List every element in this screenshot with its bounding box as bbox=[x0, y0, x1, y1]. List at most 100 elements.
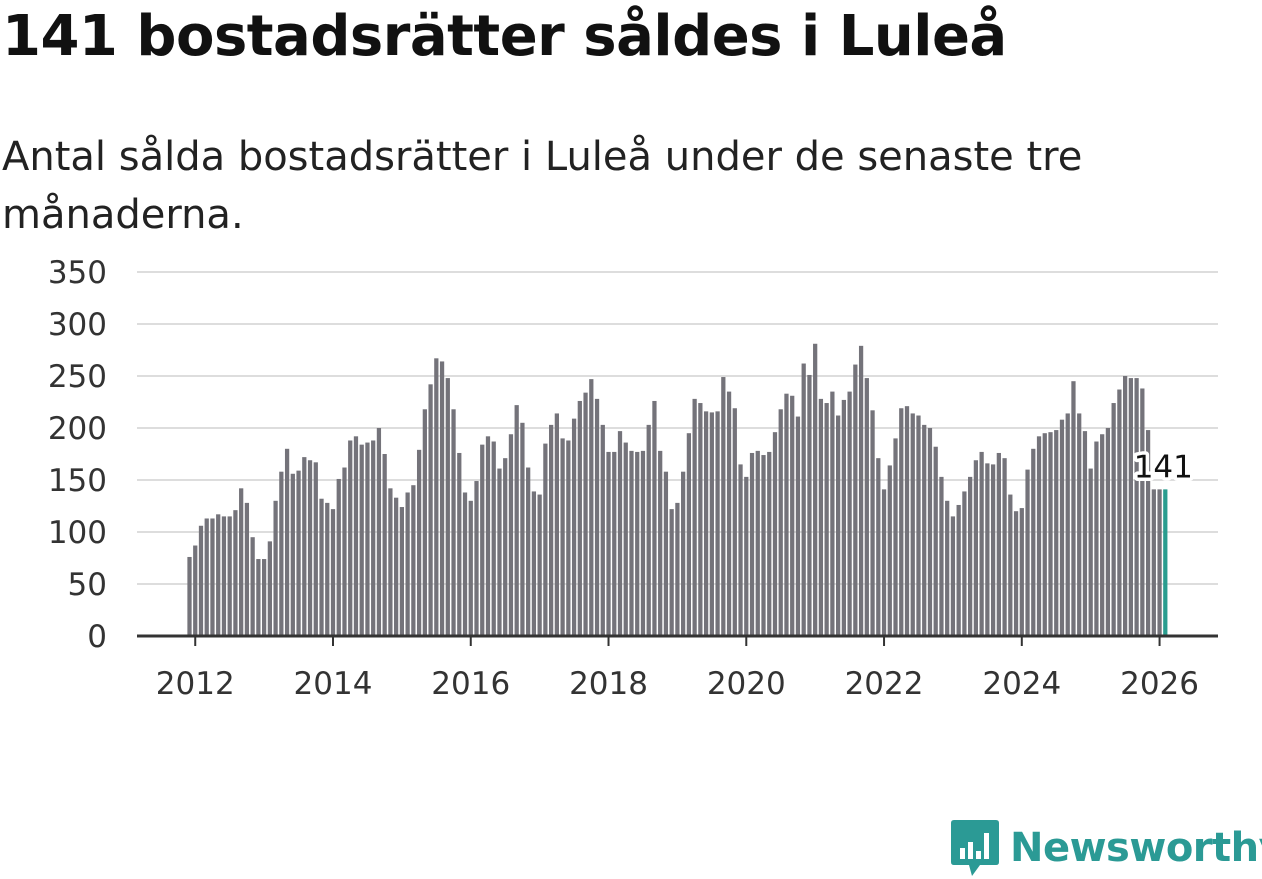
bar bbox=[279, 471, 284, 636]
bar bbox=[554, 413, 559, 636]
latest-value-label: 141 bbox=[1134, 449, 1193, 485]
x-tick-label: 2014 bbox=[294, 666, 373, 702]
bar bbox=[1048, 432, 1053, 636]
bar bbox=[1151, 489, 1156, 636]
bar bbox=[703, 411, 709, 636]
x-tick-label: 2026 bbox=[1120, 666, 1199, 702]
bar bbox=[692, 398, 697, 636]
bar bbox=[652, 400, 657, 636]
bar bbox=[922, 424, 927, 636]
bar bbox=[434, 358, 439, 636]
x-tick-label: 2016 bbox=[431, 666, 510, 702]
bar bbox=[858, 345, 864, 636]
bar bbox=[824, 403, 829, 636]
bar bbox=[342, 467, 347, 636]
bar bbox=[841, 399, 846, 636]
brand-name: Newsworthy bbox=[1010, 825, 1262, 871]
bar bbox=[640, 450, 646, 636]
bar bbox=[968, 476, 973, 636]
bar bbox=[755, 450, 760, 636]
bar bbox=[663, 471, 669, 636]
bar bbox=[1025, 469, 1030, 636]
bar bbox=[853, 364, 858, 636]
bar bbox=[474, 481, 479, 636]
bar bbox=[198, 525, 204, 636]
bar bbox=[836, 415, 841, 636]
bar bbox=[325, 502, 330, 636]
bar bbox=[612, 451, 617, 636]
bar bbox=[623, 442, 628, 636]
bar bbox=[589, 379, 594, 636]
bar bbox=[698, 403, 703, 636]
bar bbox=[1082, 431, 1088, 636]
bar bbox=[497, 468, 502, 636]
bar bbox=[359, 444, 364, 636]
bar bbox=[973, 460, 979, 636]
bar bbox=[939, 476, 944, 636]
bar bbox=[399, 507, 405, 636]
bar bbox=[560, 438, 565, 636]
y-tick-label: 0 bbox=[87, 619, 107, 655]
bar bbox=[594, 398, 600, 636]
bar bbox=[646, 424, 651, 636]
y-tick-label: 100 bbox=[48, 515, 107, 551]
bar bbox=[985, 463, 990, 636]
bar bbox=[239, 488, 244, 636]
bar bbox=[428, 384, 433, 636]
bar bbox=[761, 455, 766, 636]
bar bbox=[738, 464, 743, 636]
bar bbox=[813, 343, 818, 636]
bar bbox=[893, 438, 898, 636]
bar bbox=[675, 502, 680, 636]
x-axis: 2012 2014 2016 2018 2020 2022 2024 2026 bbox=[156, 636, 1199, 702]
bar bbox=[1105, 428, 1111, 636]
bar bbox=[681, 471, 686, 636]
bar bbox=[319, 498, 324, 636]
x-tick-label: 2018 bbox=[569, 666, 648, 702]
bar bbox=[267, 541, 272, 636]
bar bbox=[537, 494, 542, 636]
bar bbox=[1128, 378, 1133, 636]
bar bbox=[1019, 508, 1024, 636]
y-tick-label: 200 bbox=[48, 411, 107, 447]
bar bbox=[916, 415, 921, 636]
bar bbox=[583, 392, 588, 636]
bar bbox=[801, 363, 806, 636]
bar bbox=[933, 446, 938, 636]
bar bbox=[784, 393, 789, 636]
bar bbox=[284, 448, 290, 636]
bar bbox=[790, 395, 795, 636]
bar bbox=[772, 432, 778, 636]
bar bbox=[847, 391, 852, 636]
bar bbox=[462, 492, 468, 636]
bar bbox=[216, 514, 221, 636]
bar bbox=[996, 452, 1001, 636]
bar bbox=[1088, 468, 1093, 636]
bar bbox=[881, 489, 887, 636]
bar bbox=[899, 408, 904, 636]
bar bbox=[910, 413, 915, 636]
bar bbox=[371, 440, 376, 636]
x-tick-label: 2024 bbox=[982, 666, 1061, 702]
bar bbox=[1054, 430, 1059, 636]
y-tick-label: 150 bbox=[48, 463, 107, 499]
bar bbox=[864, 378, 869, 636]
bar bbox=[451, 409, 456, 636]
bar bbox=[411, 485, 416, 636]
bar bbox=[204, 518, 209, 636]
y-tick-label: 250 bbox=[48, 359, 107, 395]
bar bbox=[577, 400, 582, 636]
bar bbox=[256, 559, 261, 636]
bar bbox=[1065, 413, 1070, 636]
bar bbox=[365, 442, 370, 636]
bar bbox=[950, 516, 956, 636]
bar bbox=[1013, 511, 1019, 636]
bar bbox=[549, 424, 554, 636]
bar bbox=[503, 458, 508, 636]
bar bbox=[445, 378, 450, 636]
y-axis: 0 50 100 150 200 250 300 350 bbox=[48, 255, 107, 655]
bar bbox=[221, 516, 227, 636]
bar-latest bbox=[1163, 489, 1168, 636]
bar bbox=[876, 458, 881, 636]
